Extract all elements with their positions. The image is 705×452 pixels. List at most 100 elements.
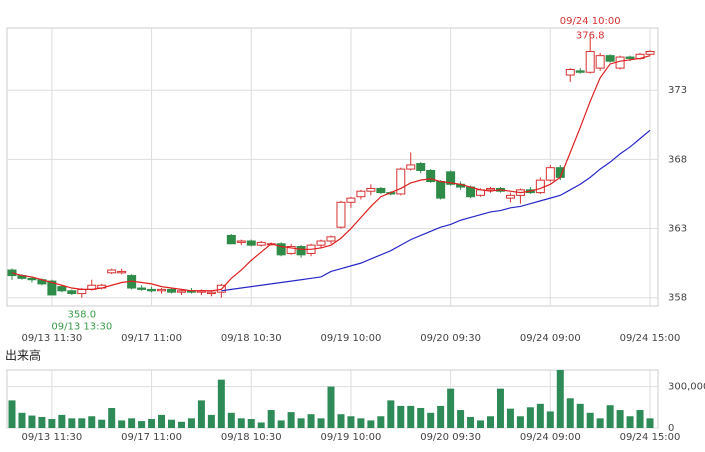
volume-bar: [467, 416, 475, 428]
x-tick-label: 09/13 11:30: [21, 432, 82, 443]
volume-bar: [197, 400, 205, 428]
candle-body: [545, 167, 555, 181]
volume-bar: [506, 408, 514, 428]
y-tick-label: 373: [668, 85, 687, 96]
low-value: 358.0: [67, 310, 96, 321]
candle-body: [206, 291, 216, 295]
volume-bar: [327, 386, 335, 428]
candle-body: [396, 168, 406, 195]
volume-bar: [138, 421, 146, 428]
candle-body: [575, 70, 585, 73]
candle-body: [77, 288, 87, 295]
y-tick-label: 300,000: [668, 382, 705, 393]
x-tick-label: 09/24 09:00: [520, 432, 581, 443]
candle-body: [226, 234, 236, 245]
x-tick-label: 09/18 10:30: [221, 432, 282, 443]
volume-bar: [377, 416, 385, 428]
volume-bar: [237, 418, 245, 428]
volume-bar: [646, 418, 654, 428]
candle-body: [366, 187, 376, 192]
candle-body: [505, 194, 515, 199]
y-tick-label: 0: [668, 423, 674, 434]
candle-body: [426, 169, 436, 183]
volume-bar: [168, 419, 175, 428]
volume-bar: [616, 410, 624, 428]
candle-body: [486, 187, 495, 191]
main-frame: [6, 27, 659, 307]
volume-bar: [407, 405, 415, 428]
volume-bar: [457, 410, 465, 428]
volume-bar: [427, 412, 435, 428]
volume-bar: [576, 403, 584, 428]
x-tick-label: 09/24 09:00: [520, 333, 581, 344]
candle-body: [645, 51, 655, 55]
candle-body: [286, 246, 296, 254]
volume-bar: [128, 418, 136, 428]
candle-body: [47, 280, 57, 296]
candle-body: [346, 197, 356, 203]
volume-bar: [636, 410, 644, 428]
candle-body: [176, 290, 186, 293]
volume-bar: [556, 370, 564, 428]
volume-bar: [516, 416, 524, 428]
candle-body: [585, 51, 595, 73]
volume-bar: [48, 419, 56, 428]
volume-bar: [217, 379, 225, 428]
x-tick-label: 09/17 11:00: [121, 333, 182, 344]
candle-body: [276, 243, 286, 256]
x-tick-label: 09/24 15:00: [620, 333, 681, 344]
candle-body: [107, 269, 117, 274]
volume-bar: [187, 418, 195, 428]
volume-bar: [526, 407, 534, 428]
candle-body: [316, 240, 326, 246]
volume-bar: [177, 421, 185, 428]
volume-bar: [606, 405, 614, 428]
x-tick-label: 09/19 10:00: [321, 432, 382, 443]
volume-bar: [437, 405, 445, 428]
candle-body: [157, 288, 167, 292]
volume-bar: [158, 414, 166, 428]
volume-bar: [566, 398, 574, 428]
volume-bar: [596, 418, 604, 428]
volume-bar: [247, 419, 255, 428]
volume-bar: [287, 412, 295, 428]
volume-bar: [397, 405, 405, 428]
volume-bar: [207, 414, 215, 428]
candle-body: [625, 56, 635, 59]
volume-bar: [148, 419, 156, 428]
volume-bar: [347, 416, 355, 428]
candle-body: [236, 240, 246, 243]
volume-bar: [297, 418, 305, 428]
moving-average: [221, 129, 651, 292]
high-date: 09/24 10:00: [560, 16, 621, 27]
volume-bar: [417, 407, 425, 428]
volume-bar: [58, 414, 66, 428]
volume-bar: [28, 415, 36, 428]
volume-bar: [357, 418, 365, 428]
volume-bar: [387, 400, 395, 428]
volume-bar: [108, 407, 116, 428]
volume-bar: [118, 420, 126, 428]
candle-body: [535, 179, 545, 194]
candle-body: [565, 68, 575, 76]
volume-bar: [277, 420, 285, 428]
candle-body: [256, 241, 266, 246]
candle-body: [167, 288, 176, 293]
volume-bar: [8, 400, 16, 428]
candle-body: [27, 277, 37, 281]
candle-body: [605, 55, 615, 62]
candle-body: [436, 181, 446, 199]
candle-body: [117, 270, 127, 274]
volume-bar: [447, 388, 455, 428]
volume-bar: [88, 416, 96, 428]
volume-bar: [626, 416, 634, 428]
candle-body: [595, 55, 605, 69]
volume-title: 出来高: [5, 348, 41, 363]
volume-bar: [367, 420, 375, 428]
volume-bar: [536, 403, 544, 428]
low-date: 09/13 13:30: [51, 322, 112, 333]
volume-bar: [38, 416, 46, 428]
x-tick-label: 09/20 09:30: [420, 432, 481, 443]
x-tick-label: 09/17 11:00: [121, 432, 182, 443]
